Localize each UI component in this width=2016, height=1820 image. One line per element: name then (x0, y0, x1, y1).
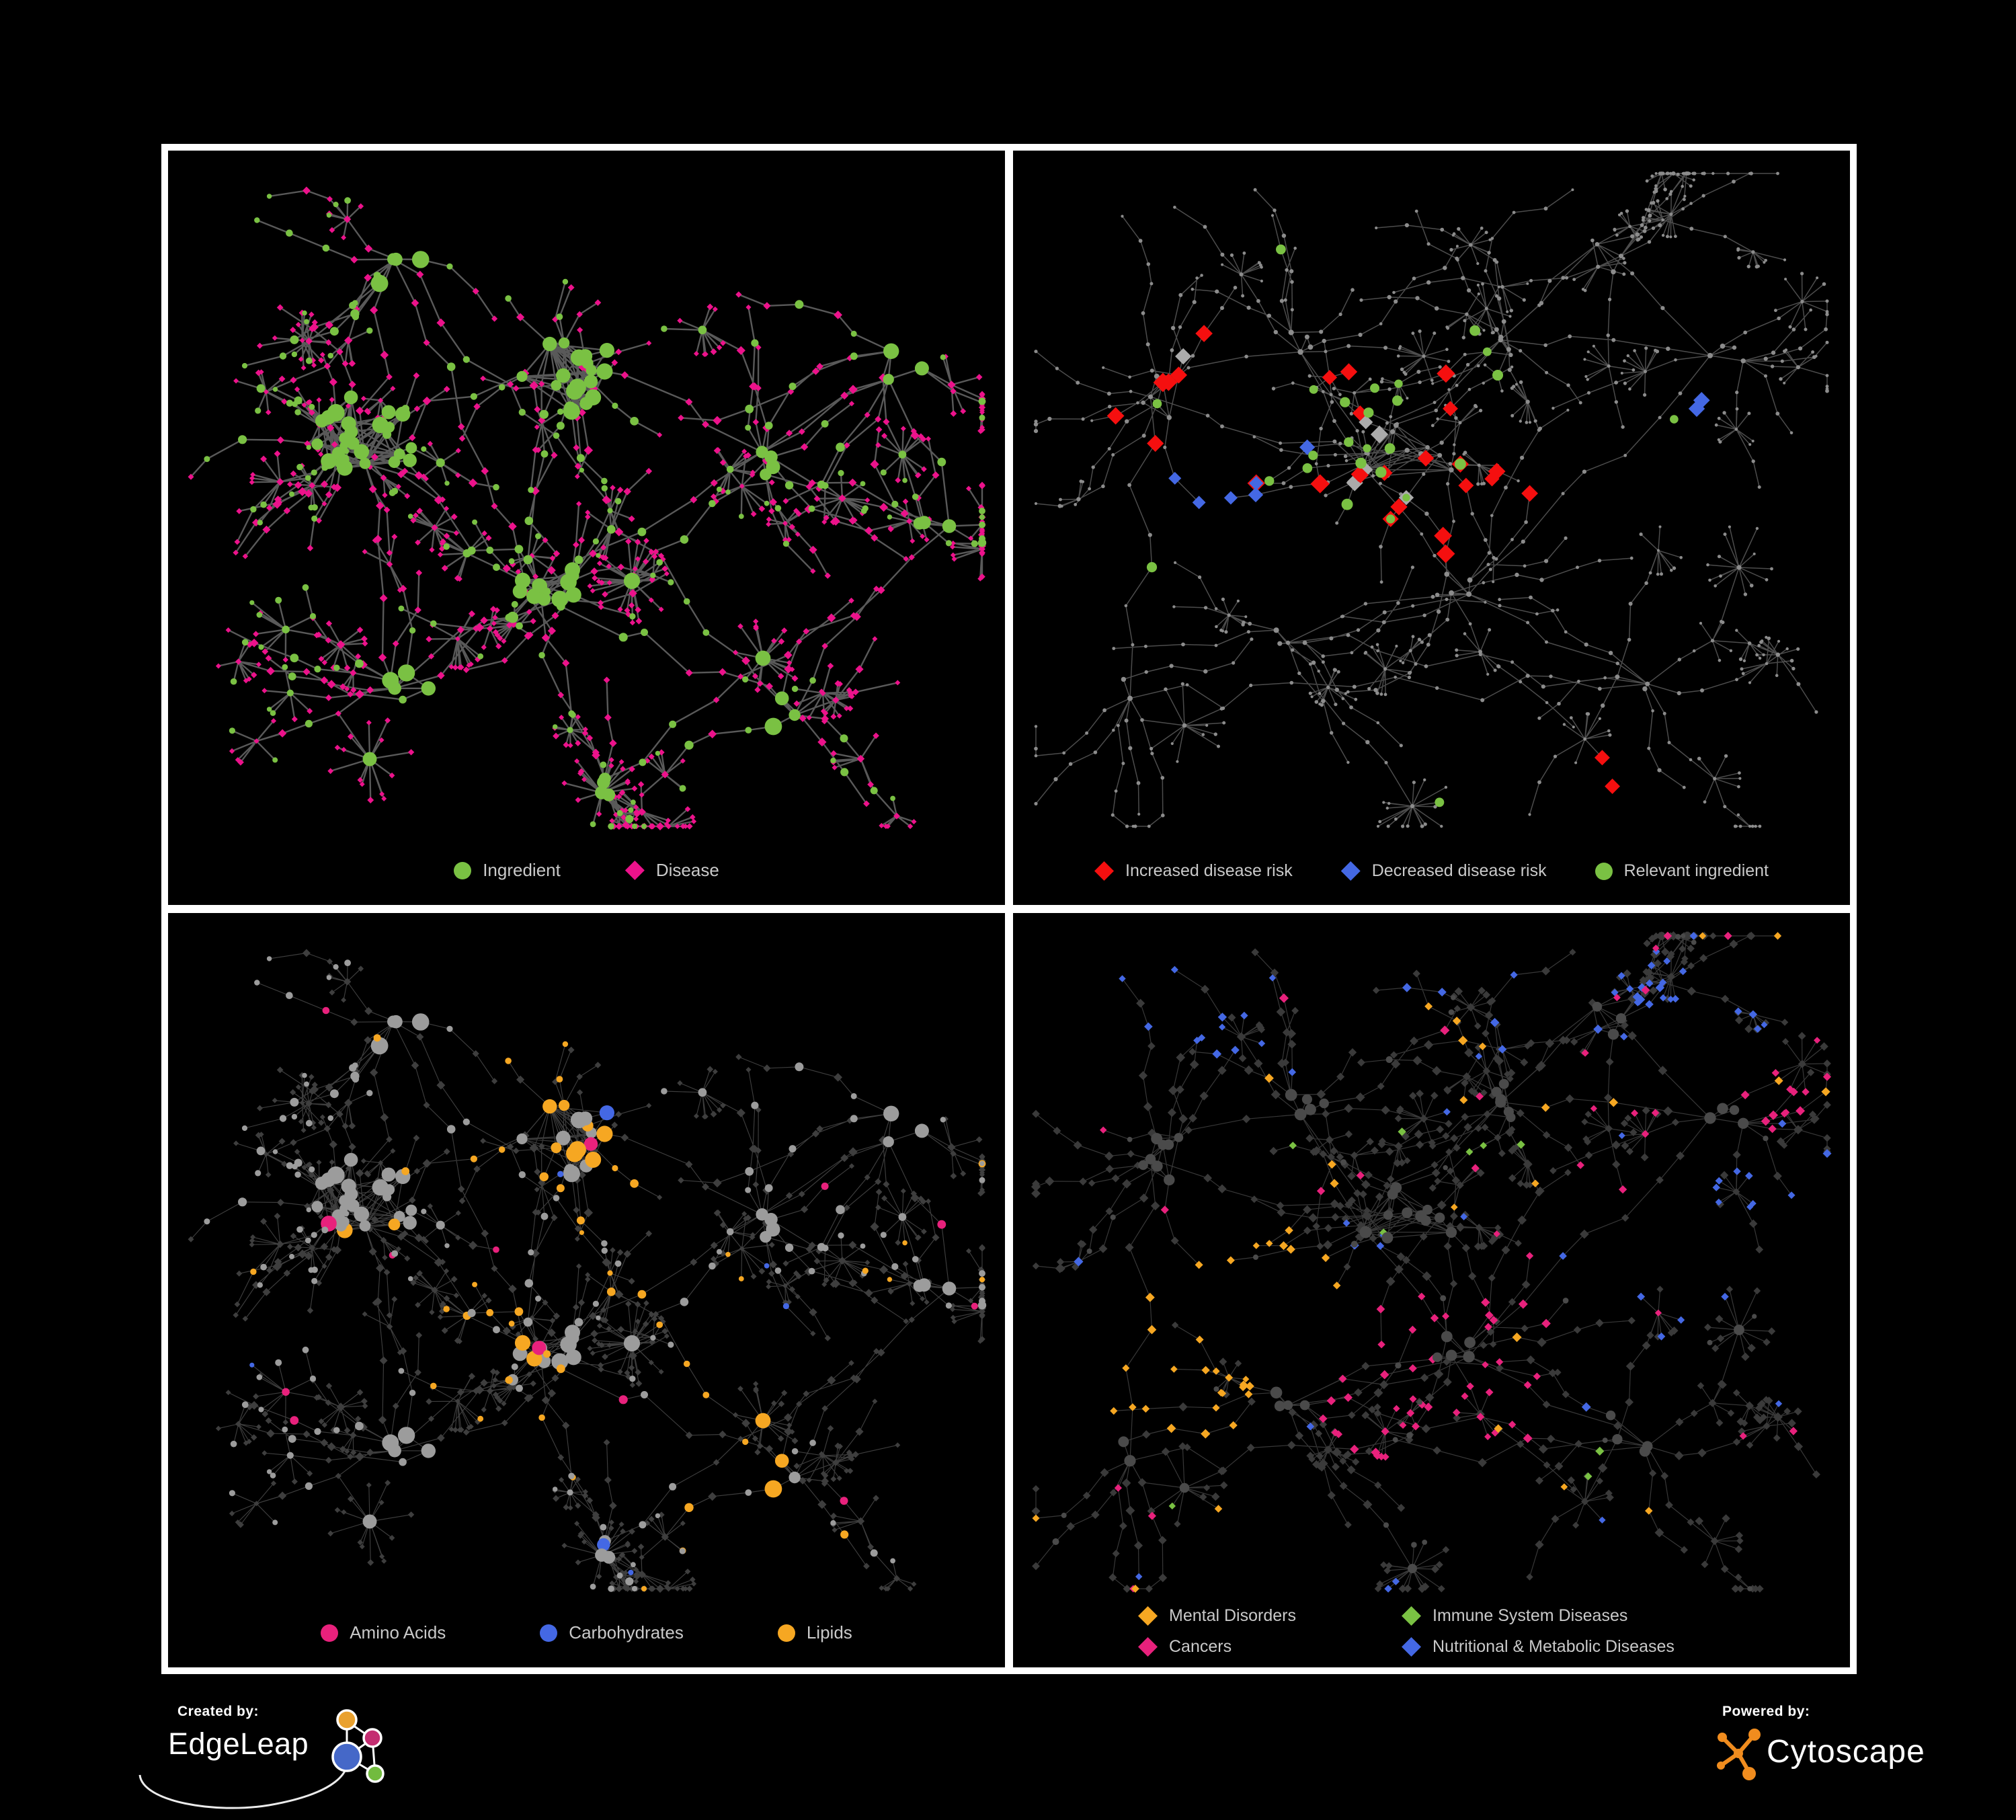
legend-item-relevant-ingredient: Relevant ingredient (1595, 861, 1769, 881)
ingredient-circle-icon (454, 861, 472, 879)
relevant-ingredient-circle-icon (1595, 862, 1613, 880)
legend-label: Increased disease risk (1125, 861, 1293, 880)
created-by-label: Created by: (177, 1704, 259, 1719)
amino-acids-circle-icon (321, 1624, 339, 1642)
edgeleap-logo-blue-node (331, 1741, 362, 1772)
decreased-risk-diamond-icon (1340, 861, 1361, 881)
panel-compound-classes: Amino Acids Carbohydrates Lipids (168, 913, 1005, 1667)
panel-disease-risk: Increased disease risk Decreased disease… (1013, 151, 1850, 905)
legend-disease-risk: Increased disease risk Decreased disease… (1013, 861, 1850, 881)
immune-system-diamond-icon (1402, 1606, 1421, 1626)
carbohydrates-circle-icon (540, 1624, 558, 1642)
legend-item-decreased-risk: Decreased disease risk (1340, 861, 1547, 881)
legend-item-cancers: Cancers (1138, 1637, 1402, 1657)
legend-item-disease: Disease (624, 860, 719, 881)
legend-label: Relevant ingredient (1623, 861, 1769, 880)
nutritional-metabolic-diamond-icon (1402, 1637, 1421, 1657)
legend-item-mental-disorders: Mental Disorders (1138, 1606, 1402, 1626)
panel-disease-categories: Mental Disorders Immune System Diseases … (1013, 913, 1850, 1667)
mental-disorders-diamond-icon (1138, 1606, 1158, 1626)
legend-compound-classes: Amino Acids Carbohydrates Lipids (168, 1622, 1005, 1643)
legend-label: Lipids (806, 1622, 852, 1643)
legend-label: Cancers (1169, 1637, 1232, 1656)
powered-by-label: Powered by: (1722, 1704, 1810, 1719)
edgeleap-logo (138, 1709, 385, 1809)
lipids-circle-icon (777, 1624, 795, 1642)
legend-item-increased-risk: Increased disease risk (1094, 861, 1293, 881)
edgeleap-logo-green-node (366, 1764, 385, 1783)
legend-label: Carbohydrates (569, 1622, 684, 1643)
edgeleap-logo-orange-node (336, 1709, 358, 1731)
disease-categories-network (1031, 931, 1832, 1593)
legend-item-nutritional-metabolic: Nutritional & Metabolic Diseases (1402, 1637, 1675, 1657)
panel-grid: Ingredient Disease Increased disease ris… (161, 144, 1857, 1674)
edgeleap-brand-name: EdgeLeap (168, 1727, 309, 1761)
legend-label: Ingredient (483, 860, 561, 880)
legend-item-carbohydrates: Carbohydrates (540, 1622, 684, 1643)
cytoscape-brand-name: Cytoscape (1767, 1734, 1925, 1770)
edgeleap-logo-magenta-node (362, 1728, 382, 1748)
increased-risk-diamond-icon (1094, 861, 1114, 881)
disease-risk-network (1033, 171, 1829, 828)
legend-label: Mental Disorders (1169, 1606, 1296, 1625)
legend-label: Nutritional & Metabolic Diseases (1433, 1637, 1675, 1656)
legend-item-immune-system-diseases: Immune System Diseases (1402, 1606, 1675, 1626)
cancers-diamond-icon (1138, 1637, 1158, 1657)
ingredient-disease-network (188, 186, 987, 831)
legend-label: Immune System Diseases (1433, 1606, 1628, 1625)
legend-item-amino-acids: Amino Acids (321, 1622, 446, 1643)
legend-label: Disease (655, 860, 719, 880)
legend-label: Decreased disease risk (1371, 861, 1547, 880)
legend-label: Amino Acids (350, 1622, 446, 1643)
panel-ingredient-disease: Ingredient Disease (168, 151, 1005, 905)
cytoscape-logo (1717, 1729, 1761, 1780)
legend-item-lipids: Lipids (777, 1622, 852, 1643)
legend-disease-categories: Mental Disorders Immune System Diseases … (1013, 1606, 1850, 1657)
compound-classes-network (188, 949, 987, 1593)
legend-ingredient-disease: Ingredient Disease (168, 860, 1005, 881)
legend-item-ingredient: Ingredient (454, 860, 561, 881)
disease-diamond-icon (624, 861, 645, 880)
